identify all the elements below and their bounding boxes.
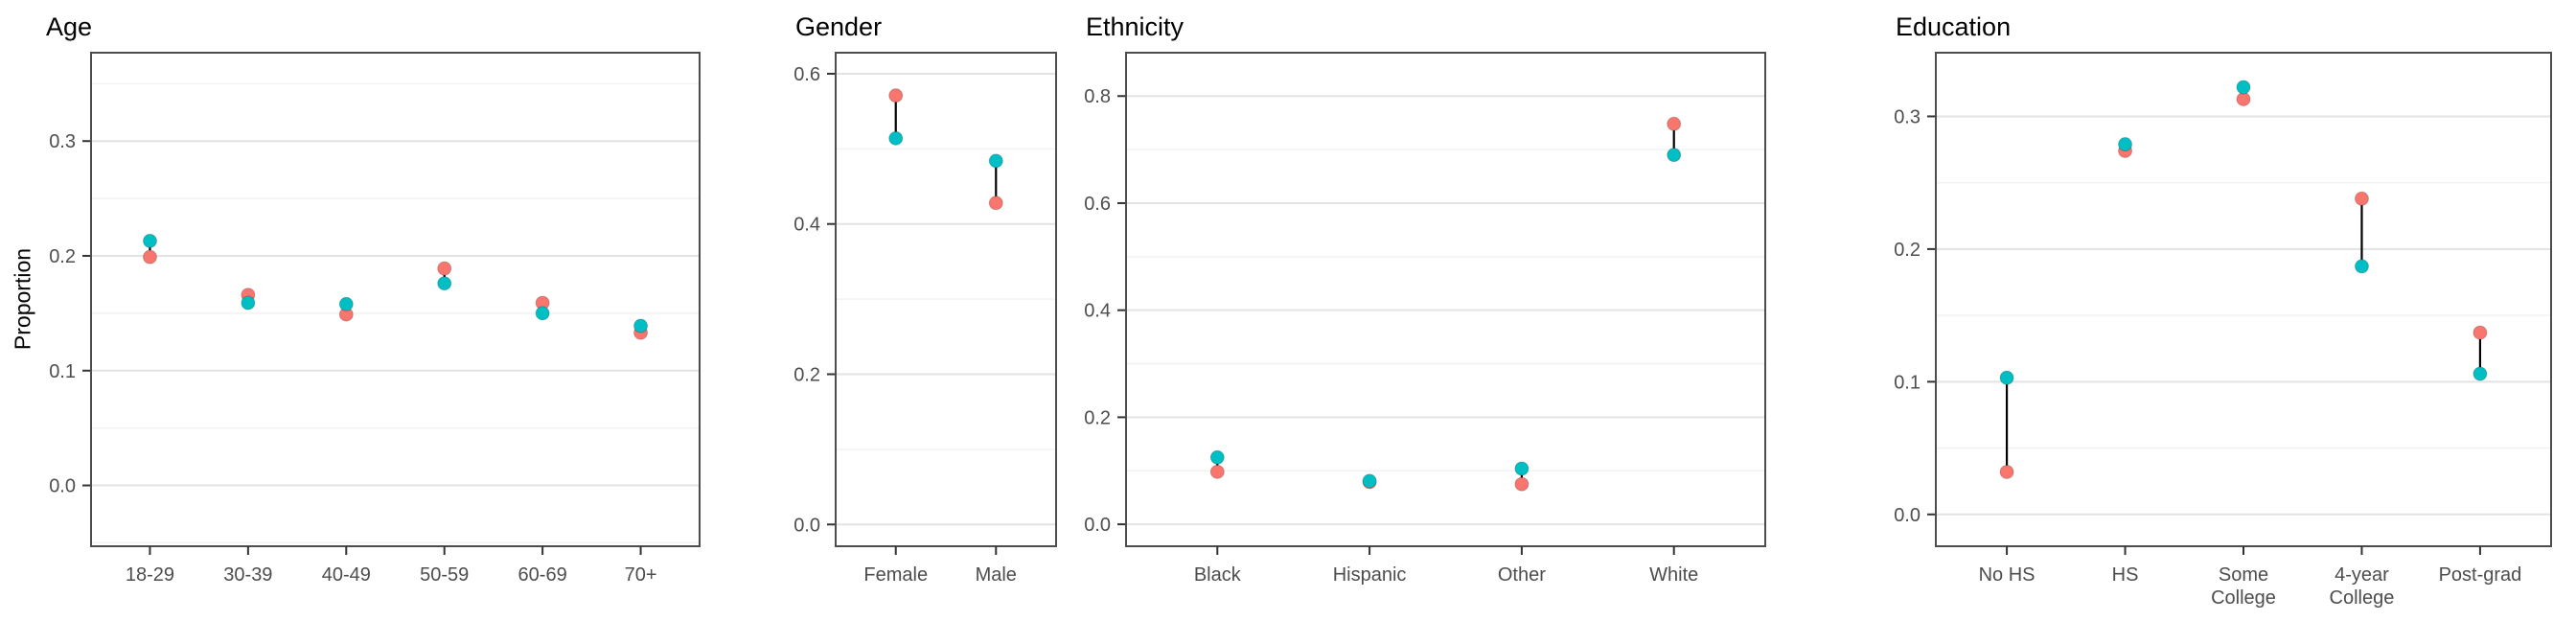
y-tick-label: 0.0	[1084, 515, 1111, 536]
data-point-teal	[142, 233, 157, 248]
y-tick-label: 0.1	[1894, 372, 1920, 393]
data-point-teal	[633, 318, 649, 334]
panel-background	[91, 53, 700, 546]
x-category-label: Some College	[2211, 564, 2276, 609]
data-point-red	[1209, 464, 1225, 479]
panel-border	[90, 52, 701, 547]
x-category-label: No HS	[1979, 564, 2036, 586]
data-point-red	[2236, 91, 2251, 106]
y-tick-label: 0.2	[49, 246, 76, 267]
panel-border	[835, 52, 1057, 547]
y-tick-label: 0.2	[794, 364, 820, 385]
data-point-teal	[1667, 148, 1682, 163]
y-tick-label: 0.4	[794, 215, 820, 236]
panel-background	[1126, 53, 1765, 546]
data-point-teal	[1999, 370, 2014, 385]
data-point-red	[1514, 476, 1530, 492]
x-category-label: Other	[1498, 564, 1546, 586]
data-point-teal	[1362, 473, 1377, 489]
data-point-red	[142, 249, 157, 264]
x-category-label: Male	[976, 564, 1017, 586]
data-point-red	[988, 196, 1003, 211]
y-tick-label: 0.0	[1894, 505, 1920, 526]
y-tick-label: 0.4	[1084, 301, 1111, 322]
data-point-red	[1999, 464, 2014, 479]
data-point-red	[1667, 116, 1682, 131]
x-category-label: 4-year College	[2330, 564, 2395, 609]
y-tick-label: 0.2	[1894, 240, 1920, 261]
x-category-label: 60-69	[518, 564, 567, 586]
y-tick-label: 0.0	[49, 476, 76, 497]
panel-title-education: Education	[1896, 12, 2012, 41]
data-point-teal	[888, 130, 904, 146]
y-axis-label: Proportion	[10, 247, 35, 351]
y-tick-label: 0.6	[794, 64, 820, 85]
x-category-label: 40-49	[322, 564, 371, 586]
data-point-teal	[1209, 449, 1225, 465]
x-category-label: Hispanic	[1333, 564, 1407, 586]
data-point-teal	[241, 295, 256, 310]
data-point-red	[888, 88, 904, 104]
panel-border	[1125, 52, 1766, 547]
panel-background	[1936, 53, 2551, 546]
x-category-label: Black	[1194, 564, 1242, 586]
panel-age: 0.0 0.1 0.2 0.3 18-29 30-39 40-49 50-59 60-69 70+	[49, 52, 701, 586]
x-category-label: Female	[863, 564, 928, 586]
panel-ethnicity: 0.0 0.2 0.4 0.6 0.8 Black Hispanic Other White	[1084, 52, 1766, 586]
data-point-teal	[2472, 366, 2488, 381]
data-point-red	[2472, 325, 2488, 340]
data-point-teal	[1514, 461, 1530, 476]
x-category-label: 18-29	[126, 564, 174, 586]
x-category-label: 70+	[625, 564, 657, 586]
panel-gender: 0.0 0.2 0.4 0.6 Female Male	[794, 52, 1057, 586]
x-category-label: Post-grad	[2439, 564, 2522, 586]
x-category-label: White	[1649, 564, 1698, 586]
y-tick-label: 0.0	[794, 515, 820, 536]
y-tick-label: 0.8	[1084, 86, 1111, 107]
y-tick-label: 0.2	[1084, 407, 1111, 428]
data-point-teal	[2236, 80, 2251, 95]
y-tick-label: 0.6	[1084, 194, 1111, 215]
panel-title-ethnicity: Ethnicity	[1086, 12, 1184, 41]
data-point-red	[437, 261, 452, 276]
y-tick-label: 0.3	[49, 131, 76, 152]
y-tick-label: 0.3	[1894, 106, 1920, 127]
x-category-label: 30-39	[223, 564, 272, 586]
x-category-label: HS	[2112, 564, 2139, 586]
panel-title-age: Age	[46, 12, 93, 41]
data-point-teal	[535, 306, 550, 321]
data-point-teal	[437, 276, 452, 291]
panel-education: 0.0 0.1 0.2 0.3 No HS HS Some College 4-year Coll…	[1894, 52, 2552, 609]
x-category-label: 50-59	[420, 564, 469, 586]
data-point-teal	[2354, 259, 2369, 274]
data-point-teal	[338, 296, 354, 311]
data-point-red	[2354, 191, 2369, 206]
data-point-teal	[988, 153, 1003, 169]
data-point-teal	[2118, 137, 2133, 152]
y-tick-label: 0.1	[49, 361, 76, 382]
panel-title-gender: Gender	[795, 12, 883, 41]
